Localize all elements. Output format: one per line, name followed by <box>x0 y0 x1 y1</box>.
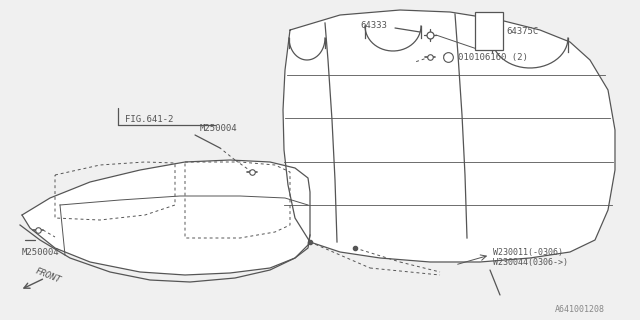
Text: 010106160 (2): 010106160 (2) <box>458 52 528 61</box>
Bar <box>475 12 503 50</box>
Polygon shape <box>22 160 310 275</box>
Text: A641001208: A641001208 <box>555 306 605 315</box>
Text: 64375C: 64375C <box>506 27 538 36</box>
Text: M250004: M250004 <box>22 247 60 257</box>
Text: FRONT: FRONT <box>34 267 62 285</box>
Text: M250004: M250004 <box>200 124 237 132</box>
Text: 64333: 64333 <box>360 20 387 29</box>
Text: W230044(0306->): W230044(0306->) <box>493 258 568 267</box>
Polygon shape <box>283 10 615 262</box>
Text: W230011(-0306): W230011(-0306) <box>493 247 563 257</box>
Text: S: S <box>443 54 447 60</box>
Text: FIG.641-2: FIG.641-2 <box>125 115 173 124</box>
